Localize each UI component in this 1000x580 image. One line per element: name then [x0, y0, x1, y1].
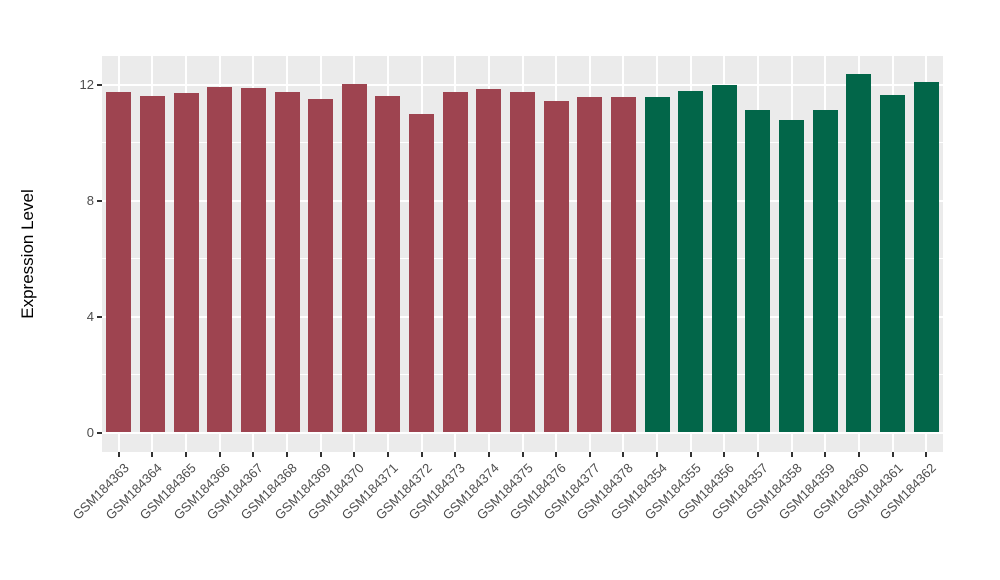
- x-tick-mark: [353, 452, 356, 457]
- y-tick-mark: [97, 431, 102, 434]
- x-tick-mark: [723, 452, 726, 457]
- x-tick-mark: [521, 452, 524, 457]
- y-axis-label-4: 4: [86, 309, 94, 325]
- y-tick-mark: [97, 83, 102, 86]
- bar-GSM184367: [240, 88, 266, 433]
- bar-GSM184357: [745, 109, 771, 433]
- bar-GSM184374: [476, 89, 502, 433]
- bar-GSM184363: [106, 91, 132, 433]
- bar-GSM184366: [207, 86, 233, 433]
- y-tick-mark: [97, 315, 102, 318]
- x-tick-mark: [857, 452, 860, 457]
- bar-GSM184373: [442, 91, 468, 433]
- bar-GSM184376: [543, 100, 569, 433]
- bar-GSM184375: [510, 92, 535, 433]
- bar-GSM184360: [846, 74, 872, 433]
- x-tick-mark: [319, 452, 322, 457]
- x-tick-mark: [185, 452, 188, 457]
- bar-GSM184378: [610, 96, 636, 433]
- x-tick-mark: [588, 452, 591, 457]
- bar-GSM184368: [274, 92, 300, 433]
- bar-GSM184370: [341, 84, 367, 433]
- x-tick-mark: [555, 452, 558, 457]
- x-tick-mark: [218, 452, 221, 457]
- x-tick-mark: [454, 452, 457, 457]
- bar-GSM184359: [812, 109, 838, 433]
- x-tick-mark: [891, 452, 894, 457]
- bar-GSM184365: [173, 93, 199, 433]
- bar-GSM184354: [644, 97, 670, 433]
- x-tick-mark: [420, 452, 423, 457]
- bar-GSM184361: [880, 94, 906, 433]
- bar-GSM184358: [779, 120, 805, 433]
- x-tick-mark: [656, 452, 659, 457]
- x-tick-mark: [487, 452, 490, 457]
- bar-GSM184372: [409, 113, 435, 433]
- x-tick-mark: [925, 452, 928, 457]
- y-axis-label-8: 8: [86, 193, 94, 209]
- x-tick-mark: [622, 452, 625, 457]
- x-tick-mark: [689, 452, 692, 457]
- x-tick-mark: [151, 452, 154, 457]
- bar-GSM184356: [711, 84, 737, 433]
- bar-GSM184362: [913, 82, 939, 433]
- x-tick-mark: [286, 452, 289, 457]
- y-axis-title: Expression Level: [18, 189, 37, 319]
- x-tick-mark: [756, 452, 759, 457]
- x-tick-mark: [790, 452, 793, 457]
- bar-GSM184377: [577, 97, 603, 433]
- x-tick-mark: [252, 452, 255, 457]
- y-tick-mark: [97, 199, 102, 202]
- x-tick-mark: [824, 452, 827, 457]
- y-axis-label-0: 0: [86, 425, 94, 440]
- x-tick-mark: [117, 452, 120, 457]
- bar-GSM184371: [375, 95, 401, 433]
- bar-GSM184369: [308, 99, 334, 433]
- chart-panel: [102, 56, 943, 452]
- x-tick-mark: [386, 452, 389, 457]
- y-axis-label-12: 12: [79, 77, 94, 93]
- bar-GSM184355: [678, 90, 704, 433]
- bar-GSM184364: [139, 95, 165, 433]
